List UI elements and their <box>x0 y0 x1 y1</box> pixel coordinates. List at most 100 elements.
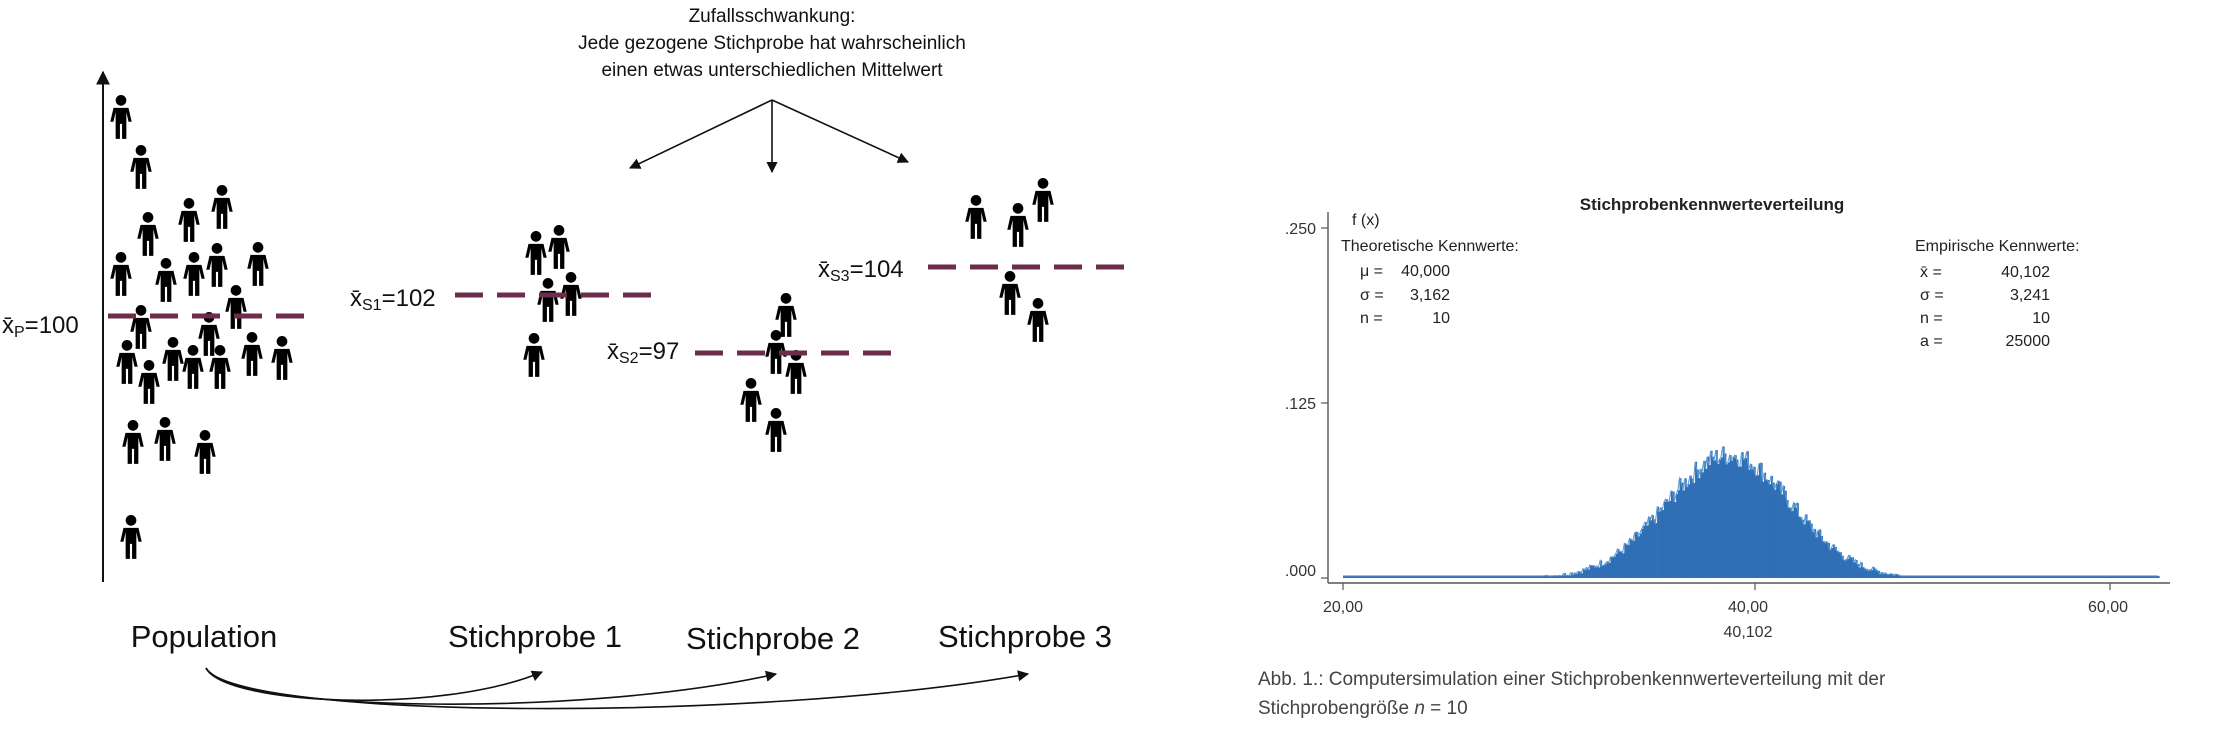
histogram-bar <box>1962 575 1965 578</box>
histogram-bar <box>1375 575 1378 578</box>
histogram-bar <box>2047 575 2050 578</box>
histogram-bar <box>2083 575 2086 578</box>
histogram-bar <box>2138 575 2141 578</box>
histogram-bar <box>1453 575 1456 578</box>
histogram-bar <box>1586 567 1589 578</box>
histogram-bar <box>1736 459 1739 578</box>
histogram-bar <box>1555 575 1558 578</box>
histogram-bar <box>2129 575 2132 578</box>
histogram-bar <box>1864 568 1867 578</box>
histogram-bar <box>1720 457 1723 578</box>
histogram-bar <box>1819 529 1822 578</box>
histogram-bar <box>1632 540 1635 578</box>
histogram-bar <box>2048 575 2051 578</box>
histogram-bar <box>1631 539 1634 578</box>
histogram-bar <box>2060 575 2063 578</box>
histogram-bar <box>1969 575 1972 578</box>
histogram-bar <box>1972 575 1975 578</box>
histogram-bar <box>1869 569 1872 578</box>
histogram-bar <box>2026 575 2029 578</box>
histogram-bar <box>1589 565 1592 578</box>
histogram-bar <box>2152 575 2155 578</box>
histogram-bar <box>1360 575 1363 578</box>
histogram-bar <box>2098 575 2101 578</box>
histogram-bar <box>1676 494 1679 578</box>
histogram-bar <box>1361 575 1365 578</box>
histogram-bar <box>1584 569 1587 578</box>
histogram-bar <box>1945 575 1948 578</box>
histogram-bar <box>1468 575 1472 578</box>
histogram-bar <box>2135 575 2138 578</box>
histogram-bar <box>2112 575 2115 578</box>
histogram-bar <box>2031 575 2034 578</box>
histogram-bar <box>1517 575 1520 578</box>
histogram-bar <box>1881 572 1884 578</box>
histogram-bar <box>1731 460 1734 578</box>
histogram-bar <box>2016 575 2019 578</box>
histogram-bar <box>1726 464 1729 578</box>
histogram-bar <box>1593 565 1596 578</box>
histogram-bar <box>1955 575 1958 578</box>
person-icon <box>120 515 142 559</box>
x-tick-label: 40,00 <box>1728 599 1768 616</box>
histogram-bar <box>1401 575 1404 578</box>
histogram-bar <box>1474 575 1477 578</box>
person-icon <box>206 243 228 287</box>
empirical-label: a = <box>1920 333 1943 350</box>
histogram-bar <box>1986 575 1989 578</box>
histogram-bar <box>2104 575 2107 578</box>
histogram-bar <box>1914 575 1917 578</box>
histogram-bar <box>1959 575 1962 578</box>
histogram-bar <box>2090 575 2093 578</box>
histogram-bar <box>1750 464 1753 578</box>
histogram-bar <box>2066 575 2069 578</box>
histogram-bar <box>1348 575 1351 578</box>
histogram-bar <box>1496 575 1499 578</box>
histogram-bar <box>2045 575 2048 578</box>
empirical-label: σ = <box>1920 287 1944 304</box>
histogram-bar <box>1689 475 1692 578</box>
histogram-bar <box>1486 575 1489 578</box>
person-icon <box>1027 298 1049 342</box>
histogram-bar <box>2009 575 2012 578</box>
histogram-bar <box>1572 574 1575 578</box>
sampling-arrow-2 <box>205 667 778 705</box>
histogram-bar <box>2019 575 2022 578</box>
caption-line-2: Stichprobengröße n = 10 <box>1258 698 1468 719</box>
histogram-bar <box>1470 575 1473 578</box>
histogram-bar <box>1600 560 1603 578</box>
empirical-value: 3,241 <box>2010 287 2050 304</box>
histogram-bar <box>1984 575 1988 578</box>
person-icon <box>740 378 762 422</box>
histogram-bar <box>1995 575 1998 578</box>
person-icon <box>130 305 152 349</box>
histogram-bar <box>1427 575 1430 578</box>
sampling-distribution-chart: Stichprobenkennwerteverteilung f (x) .25… <box>1258 195 2170 719</box>
histogram-bar <box>1734 455 1737 578</box>
histogram-bar <box>2147 575 2150 578</box>
x-ticks: 20,00 40,00 60,00 40,102 <box>1323 583 2128 641</box>
person-icon <box>548 225 570 269</box>
histogram-bar <box>1739 466 1742 578</box>
histogram-bar <box>2057 575 2060 578</box>
histogram-bar <box>2124 575 2127 578</box>
histogram-bar <box>1622 553 1625 578</box>
histogram-bar <box>1953 575 1956 578</box>
histogram-bar <box>1753 466 1756 578</box>
histogram-bar <box>1677 490 1680 578</box>
histogram-bar <box>1822 541 1825 578</box>
histogram-bar <box>1634 532 1637 578</box>
histogram-bar <box>2054 575 2057 578</box>
histogram-bar <box>1570 572 1573 578</box>
person-icon <box>965 195 987 239</box>
histogram-bar <box>1957 575 1960 578</box>
histogram-bar <box>2143 575 2146 578</box>
person-icon <box>785 350 807 394</box>
histogram-bar <box>1931 575 1934 578</box>
histogram-bar <box>2102 575 2105 578</box>
histogram-bar <box>1724 453 1727 578</box>
histogram-bar <box>1588 569 1591 578</box>
histogram-bar <box>1840 552 1843 578</box>
histogram-bar <box>1534 575 1537 578</box>
histogram-bar <box>1921 575 1924 578</box>
